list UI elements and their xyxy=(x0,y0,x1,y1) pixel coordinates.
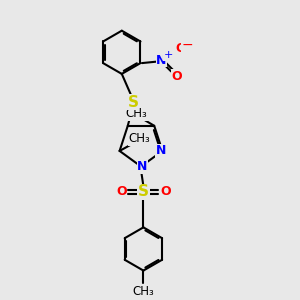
Text: N: N xyxy=(156,54,167,67)
Text: N: N xyxy=(137,160,148,173)
Text: O: O xyxy=(171,70,182,83)
Text: CH₃: CH₃ xyxy=(133,285,154,298)
Text: −: − xyxy=(182,38,194,52)
Text: O: O xyxy=(160,185,171,199)
Text: O: O xyxy=(116,185,127,199)
Text: S: S xyxy=(138,184,149,200)
Text: N: N xyxy=(156,144,166,158)
Text: +: + xyxy=(164,50,173,60)
Text: CH₃: CH₃ xyxy=(125,107,147,120)
Text: CH₃: CH₃ xyxy=(128,132,150,146)
Text: S: S xyxy=(128,94,138,110)
Text: O: O xyxy=(175,42,186,55)
